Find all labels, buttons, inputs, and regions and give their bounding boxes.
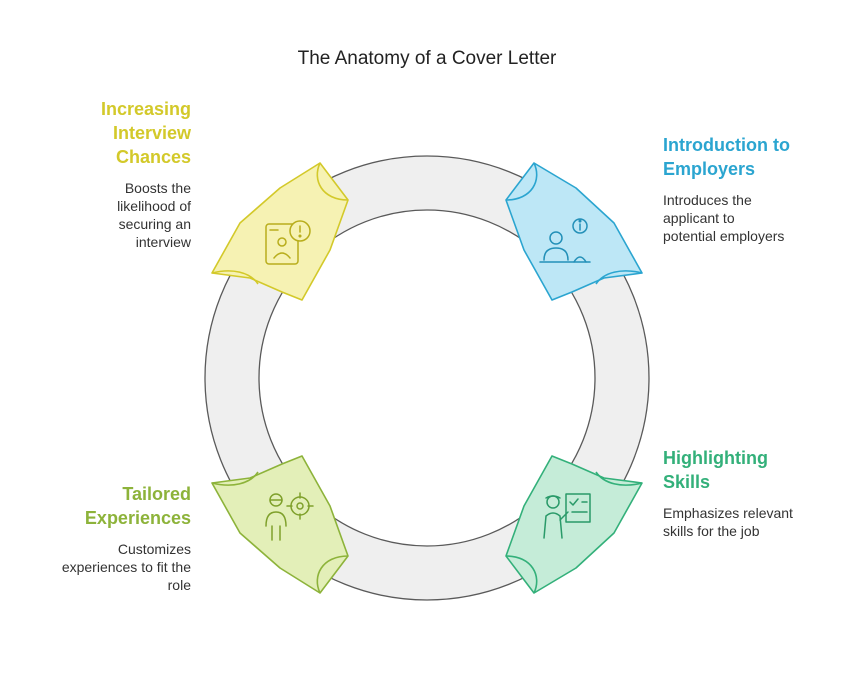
- step-description: Boosts the likelihood of securing an int…: [117, 180, 191, 250]
- step-label-tailored-experiences: Tailored Experiences Customizes experien…: [40, 482, 191, 594]
- step-description: Introduces the applicant to potential em…: [663, 192, 785, 244]
- step-label-increasing-interview-chances: Increasing Interview Chances Boosts the …: [60, 97, 191, 251]
- step-description: Emphasizes relevant skills for the job: [663, 505, 793, 539]
- step-label-highlighting-skills: Highlighting Skills Emphasizes relevant …: [663, 446, 823, 540]
- step-heading: Increasing Interview Chances: [100, 99, 191, 167]
- arrow-segment-tr: [505, 162, 643, 301]
- presenter-checklist-icon: [543, 493, 591, 539]
- step-label-introduction-to-employers: Introduction to Employers Introduces the…: [663, 133, 813, 245]
- applicant-desk-icon: [539, 218, 591, 263]
- interview-info-icon: [265, 220, 311, 265]
- step-description: Customizes experiences to fit the role: [61, 541, 191, 593]
- step-heading: Highlighting Skills: [663, 448, 768, 492]
- step-heading: Tailored Experiences: [84, 484, 191, 528]
- arrow-segment-br: [505, 455, 643, 594]
- person-target-icon: [265, 492, 314, 541]
- arrow-segment-tl: [211, 162, 349, 301]
- arrow-segment-bl: [211, 455, 349, 594]
- diagram-title: The Anatomy of a Cover Letter: [297, 48, 557, 69]
- step-heading: Introduction to Employers: [663, 135, 790, 179]
